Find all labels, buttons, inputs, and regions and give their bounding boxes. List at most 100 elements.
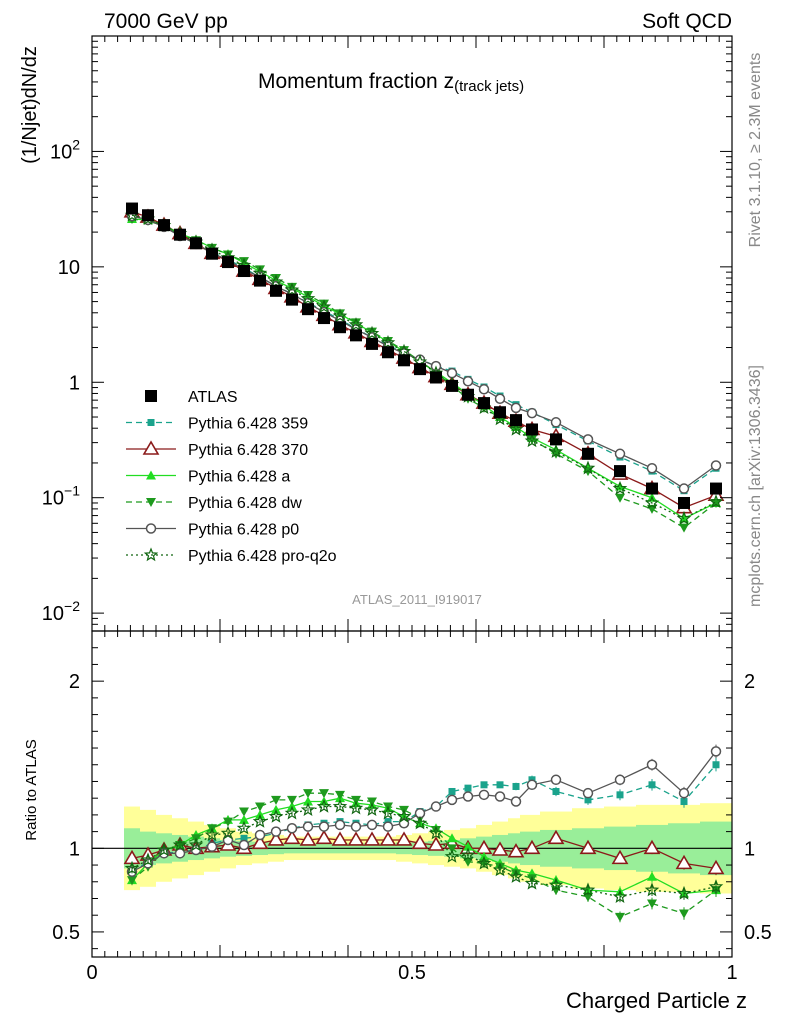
ratio-point xyxy=(675,854,693,870)
ratio-point xyxy=(647,899,657,909)
atlas-point xyxy=(158,219,170,232)
ratio-point xyxy=(431,825,441,835)
ratio-y-tick-label: 0.5 xyxy=(52,922,80,944)
data-point xyxy=(351,318,361,328)
ratio-point xyxy=(299,831,317,846)
ratio-point xyxy=(524,875,540,890)
data-point xyxy=(300,291,316,305)
ratio-point xyxy=(302,821,314,832)
atlas-point xyxy=(190,237,202,250)
x-tick-label: 1 xyxy=(726,962,737,984)
data-point xyxy=(527,435,537,445)
legend-label: Pythia 6.428 a xyxy=(188,469,290,486)
atlas-point xyxy=(270,284,282,297)
ratio-point xyxy=(204,827,220,842)
atlas-point xyxy=(126,202,138,215)
ratio-point xyxy=(351,795,361,805)
data-point xyxy=(511,424,521,434)
ratio-point xyxy=(124,860,140,875)
legend-entry: ATLAS xyxy=(145,389,238,406)
ratio-point xyxy=(347,831,365,846)
ratio-point xyxy=(462,791,474,802)
data-point xyxy=(462,376,474,387)
y-tick-label: 102 xyxy=(50,136,80,163)
ratio-ylabel: Ratio to ATLAS xyxy=(23,739,40,840)
ratio-point xyxy=(478,789,490,801)
main-frame xyxy=(91,35,733,632)
ratio-point xyxy=(430,801,442,812)
y-tick-base: 10 xyxy=(50,141,72,163)
ratio-point xyxy=(526,779,538,791)
data-point xyxy=(679,523,689,533)
legend-label: Pythia 6.428 dw xyxy=(188,495,302,512)
ratio-point xyxy=(350,821,362,832)
ratio-series-circle-open xyxy=(126,744,722,877)
ratio-line xyxy=(131,792,717,918)
ratio-point xyxy=(254,829,266,841)
legend-marker xyxy=(145,390,157,402)
ratio-point xyxy=(582,787,594,799)
ratio-point xyxy=(492,862,508,877)
plot-title: Momentum fraction z(track jets) xyxy=(258,70,524,95)
data-point xyxy=(380,335,396,349)
main-ylabel: (1/Njet)dN/dz xyxy=(19,46,41,164)
data-point xyxy=(396,343,412,358)
ratio-point xyxy=(583,892,593,902)
ratio-point xyxy=(676,885,692,900)
data-point xyxy=(239,257,249,267)
ratio-point xyxy=(300,802,316,817)
atlas-point xyxy=(238,265,250,278)
legend-label: Pythia 6.428 pro-q2o xyxy=(188,548,337,565)
ratio-point xyxy=(206,841,218,852)
ratio-point xyxy=(240,834,248,842)
legend-marker xyxy=(143,547,159,562)
y-tick-exponent: −1 xyxy=(64,483,80,499)
atlas-point xyxy=(646,482,658,495)
ratio-point xyxy=(612,889,628,904)
y-tick-base: 10 xyxy=(42,603,64,625)
ratio-point xyxy=(643,839,661,855)
legend-entry: Pythia 6.428 p0 xyxy=(126,522,299,539)
ratio-point xyxy=(464,784,472,792)
ratio-point xyxy=(476,855,492,870)
ratio-point xyxy=(303,796,313,806)
ratio-point xyxy=(494,791,506,802)
legend-marker xyxy=(146,470,156,480)
ratio-point xyxy=(364,802,380,817)
data-point xyxy=(478,384,490,395)
data-point xyxy=(548,444,564,458)
ratio-point xyxy=(382,821,394,832)
legend-label: Pythia 6.428 359 xyxy=(188,416,308,433)
ratio-point xyxy=(379,831,397,846)
x-tick-label: 0 xyxy=(86,962,97,984)
ratio-point xyxy=(367,797,377,807)
data-point xyxy=(614,448,626,460)
data-point xyxy=(319,299,329,309)
ratio-point xyxy=(174,848,186,859)
ratio-point xyxy=(547,829,565,845)
ratio-series-star xyxy=(124,798,724,904)
legend-entry: Pythia 6.428 dw xyxy=(126,495,302,512)
ratio-point xyxy=(348,800,364,815)
ratio-point xyxy=(267,831,285,846)
ratio-point xyxy=(480,781,488,789)
ratio-point xyxy=(444,849,460,863)
ratio-point xyxy=(286,823,298,834)
ratio-point xyxy=(331,831,349,846)
ratio-point xyxy=(223,817,233,827)
ratio-y-tick-label-right: 1 xyxy=(744,838,755,860)
atlas-point xyxy=(398,354,410,367)
ratio-point xyxy=(220,825,236,840)
data-point xyxy=(364,325,380,340)
ratio-point xyxy=(318,821,330,832)
y-tick-label: 10−2 xyxy=(42,598,80,625)
ratio-point xyxy=(268,808,284,823)
data-point xyxy=(510,402,522,414)
ratio-point xyxy=(251,834,269,850)
ratio-point xyxy=(238,839,250,851)
legend-entry: Pythia 6.428 370 xyxy=(126,440,308,459)
atlas-point xyxy=(382,346,394,359)
ratio-point xyxy=(446,794,458,806)
ratio-point xyxy=(239,807,249,817)
ratio-point xyxy=(710,746,722,757)
